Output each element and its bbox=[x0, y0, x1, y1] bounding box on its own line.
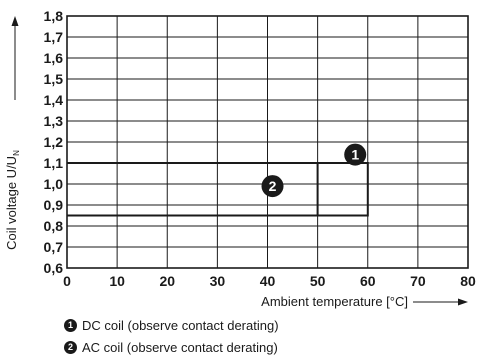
x-axis-arrowhead bbox=[458, 298, 468, 306]
plot-frame bbox=[66, 15, 469, 269]
y-tick-label: 0,9 bbox=[44, 197, 64, 213]
series-badge-circle-2 bbox=[261, 175, 284, 198]
x-tick-label: 60 bbox=[360, 273, 376, 289]
series-line-2 bbox=[67, 162, 319, 217]
legend-item-dc: 1 DC coil (observe contact derating) bbox=[64, 318, 279, 333]
y-tick-label: 1,6 bbox=[44, 50, 64, 66]
x-tick-label: 10 bbox=[109, 273, 125, 289]
y-axis-title-sub: N bbox=[12, 150, 21, 156]
y-tick-label: 1,4 bbox=[44, 92, 64, 108]
x-tick-label: 50 bbox=[310, 273, 326, 289]
y-tick-labels: 0,6 0,7 0,8 0,9 1,0 1,1 1,2 1,3 1,4 1,5 1,6 1,7 1,8 bbox=[44, 8, 64, 276]
y-axis-arrowhead bbox=[11, 16, 19, 26]
x-tick-label: 70 bbox=[410, 273, 426, 289]
legend-item-ac: 2 AC coil (observe contact derating) bbox=[64, 340, 278, 355]
series-badges: 12 bbox=[261, 143, 367, 198]
series-badge-label-2: 2 bbox=[269, 178, 277, 194]
series-layer bbox=[67, 162, 369, 217]
y-tick-label: 1,5 bbox=[44, 71, 64, 87]
x-tick-labels: 0 10 20 30 40 50 60 70 80 bbox=[63, 273, 476, 289]
y-tick-label: 1,7 bbox=[44, 29, 64, 45]
y-tick-label: 0,8 bbox=[44, 218, 64, 234]
y-tick-label: 1,2 bbox=[44, 134, 64, 150]
y-tick-label: 1,3 bbox=[44, 113, 64, 129]
series-badge-circle-1 bbox=[344, 143, 367, 166]
y-tick-label: 1,1 bbox=[44, 155, 64, 171]
x-tick-label: 80 bbox=[460, 273, 476, 289]
y-axis-title-main: Coil voltage U/U bbox=[4, 156, 19, 250]
x-tick-label: 20 bbox=[159, 273, 175, 289]
x-tick-label: 40 bbox=[260, 273, 276, 289]
x-tick-label: 0 bbox=[63, 273, 71, 289]
legend-label-dc: DC coil (observe contact derating) bbox=[82, 318, 279, 333]
y-tick-label: 0,6 bbox=[44, 260, 64, 276]
grid bbox=[66, 15, 469, 269]
legend-label-ac: AC coil (observe contact derating) bbox=[82, 340, 278, 355]
x-axis-title: Ambient temperature [°C] bbox=[261, 294, 408, 309]
y-tick-label: 1,0 bbox=[44, 176, 64, 192]
y-tick-label: 0,7 bbox=[44, 239, 64, 255]
legend-badge-1: 1 bbox=[64, 319, 77, 332]
x-tick-label: 30 bbox=[210, 273, 226, 289]
series-badge-label-1: 1 bbox=[351, 147, 359, 163]
y-tick-label: 1,8 bbox=[44, 8, 64, 24]
y-axis-title: Coil voltage U/UN bbox=[4, 150, 21, 250]
legend-badge-2: 2 bbox=[64, 341, 77, 354]
